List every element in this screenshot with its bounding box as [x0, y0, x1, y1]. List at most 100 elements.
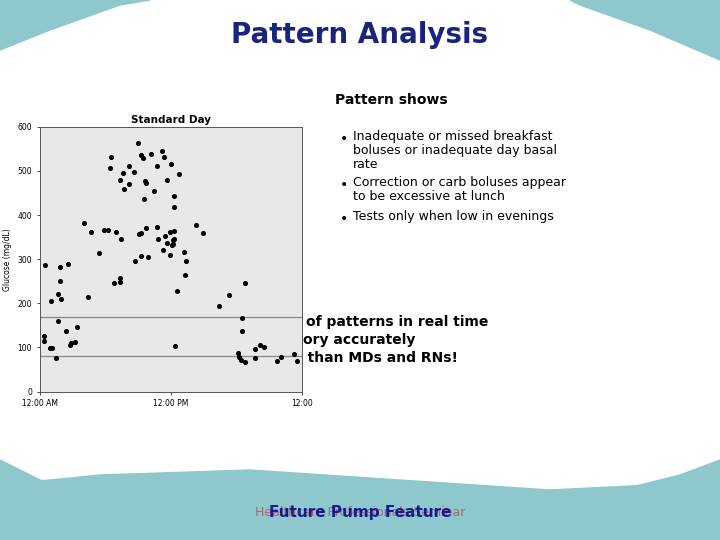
Point: [62, 259, 73, 268]
Point: [140, 224, 152, 233]
Text: to be excessive at lunch: to be excessive at lunch: [353, 190, 505, 203]
Point: [255, 340, 266, 349]
Point: [71, 323, 83, 332]
Point: [223, 291, 235, 299]
Point: [38, 337, 50, 346]
Point: [166, 240, 177, 249]
Point: [143, 253, 154, 261]
Point: [180, 257, 192, 266]
Point: [197, 228, 208, 237]
Point: [179, 248, 190, 256]
Point: [239, 357, 251, 366]
Text: boluses or inadequate day basal: boluses or inadequate day basal: [353, 144, 557, 157]
Point: [271, 357, 282, 366]
Point: [258, 342, 270, 351]
Point: [52, 290, 63, 299]
Point: [65, 339, 76, 347]
Point: [158, 153, 170, 161]
Point: [168, 192, 180, 200]
Text: Inadequate or missed breakfast: Inadequate or missed breakfast: [353, 130, 552, 143]
Text: Pattern shows: Pattern shows: [335, 93, 448, 107]
Point: [139, 177, 150, 185]
Point: [153, 235, 164, 244]
Point: [167, 236, 179, 245]
Polygon shape: [0, 0, 150, 50]
Point: [150, 222, 162, 231]
Point: [135, 228, 147, 237]
Point: [69, 338, 81, 346]
Polygon shape: [570, 0, 720, 60]
Point: [47, 344, 58, 353]
Text: Future Pump Feature: Future Pump Feature: [269, 504, 451, 519]
Point: [180, 270, 192, 279]
Point: [168, 202, 180, 211]
Point: [151, 162, 163, 171]
Point: [288, 349, 300, 358]
Point: [161, 176, 173, 184]
Point: [64, 341, 76, 349]
Point: [213, 302, 225, 311]
Point: [39, 332, 50, 340]
Point: [161, 239, 173, 248]
Point: [164, 251, 176, 260]
Point: [236, 313, 248, 322]
Point: [50, 353, 61, 362]
Point: [124, 162, 135, 171]
Point: [117, 169, 129, 178]
Title: Standard Day: Standard Day: [131, 114, 211, 125]
Text: •: •: [340, 212, 348, 226]
Point: [249, 345, 261, 353]
Point: [174, 169, 185, 178]
Polygon shape: [0, 460, 350, 540]
Point: [114, 176, 125, 185]
Point: [54, 263, 66, 272]
Point: [140, 179, 151, 187]
Point: [118, 185, 130, 193]
Point: [168, 235, 179, 244]
Polygon shape: [400, 460, 720, 540]
Point: [233, 349, 244, 357]
Point: [94, 249, 105, 258]
Point: [291, 356, 302, 365]
Point: [133, 230, 145, 239]
Point: [156, 147, 168, 156]
Point: [44, 344, 55, 353]
Point: [249, 354, 261, 362]
Point: [115, 235, 127, 244]
Point: [105, 153, 117, 162]
Text: • much faster than MDs and RNs!: • much faster than MDs and RNs!: [195, 351, 458, 365]
Point: [130, 256, 141, 265]
Point: [190, 220, 202, 229]
Point: [135, 151, 146, 159]
Point: [123, 179, 135, 188]
Point: [157, 246, 168, 254]
Point: [236, 327, 248, 335]
Point: [86, 228, 97, 237]
Text: •: •: [340, 132, 348, 146]
Point: [104, 164, 116, 172]
Point: [159, 231, 171, 240]
Point: [135, 251, 147, 260]
Point: [109, 279, 120, 287]
Y-axis label: Glucose (mg/dL): Glucose (mg/dL): [3, 228, 12, 291]
Text: Healthcare Professionals Seminar: Healthcare Professionals Seminar: [255, 505, 465, 518]
Point: [60, 327, 72, 335]
Point: [171, 286, 182, 295]
Point: [98, 226, 109, 234]
Point: [114, 278, 125, 287]
Point: [82, 293, 94, 301]
Point: [164, 227, 176, 236]
Text: Correction or carb boluses appear: Correction or carb boluses appear: [353, 176, 566, 189]
Point: [128, 168, 140, 177]
Text: Tests only when low in evenings: Tests only when low in evenings: [353, 210, 554, 223]
Text: rate: rate: [353, 158, 379, 171]
Text: Devices: Devices: [185, 298, 249, 313]
Point: [166, 160, 177, 168]
Point: [138, 154, 149, 163]
Point: [53, 317, 64, 326]
Point: [114, 273, 126, 282]
Point: [235, 356, 247, 365]
Text: Pattern Analysis: Pattern Analysis: [231, 21, 489, 49]
Text: • make sense of patterns in real time: • make sense of patterns in real time: [195, 315, 488, 329]
Point: [239, 278, 251, 287]
